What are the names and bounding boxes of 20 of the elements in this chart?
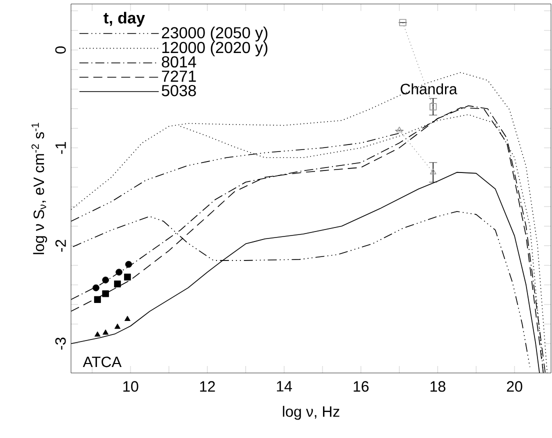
x-tick-label: 18 (430, 381, 446, 392)
y-tick-label: -1 (56, 142, 66, 154)
x-tick-label: 12 (200, 381, 215, 392)
legend-label: 5038 (162, 84, 196, 96)
x-tick-label: 14 (276, 381, 292, 392)
legend-label: 23000 (2050 y) (162, 26, 268, 42)
y-tick-label: -2 (55, 240, 66, 252)
legend-label: 7271 (162, 70, 196, 82)
legend-label: 8014 (162, 56, 196, 68)
y-tick-label: -3 (55, 338, 66, 350)
y-axis-title: log ν S$_{ν}$, eV cm$^{-2}$ s$^{-1}$ (31, 122, 48, 254)
legend-label: 12000 (2020 y) (162, 41, 268, 56)
legend-title: t, day (104, 12, 145, 27)
x-tick-label: 10 (123, 381, 138, 392)
annotation: ATCA (82, 356, 122, 368)
x-tick-label: 16 (354, 381, 369, 392)
annotation: Chandra (400, 83, 458, 94)
x-axis-title: log ν, Hz (282, 406, 340, 420)
y-tick-label: 0 (55, 46, 66, 54)
x-tick-label: 20 (506, 381, 522, 392)
